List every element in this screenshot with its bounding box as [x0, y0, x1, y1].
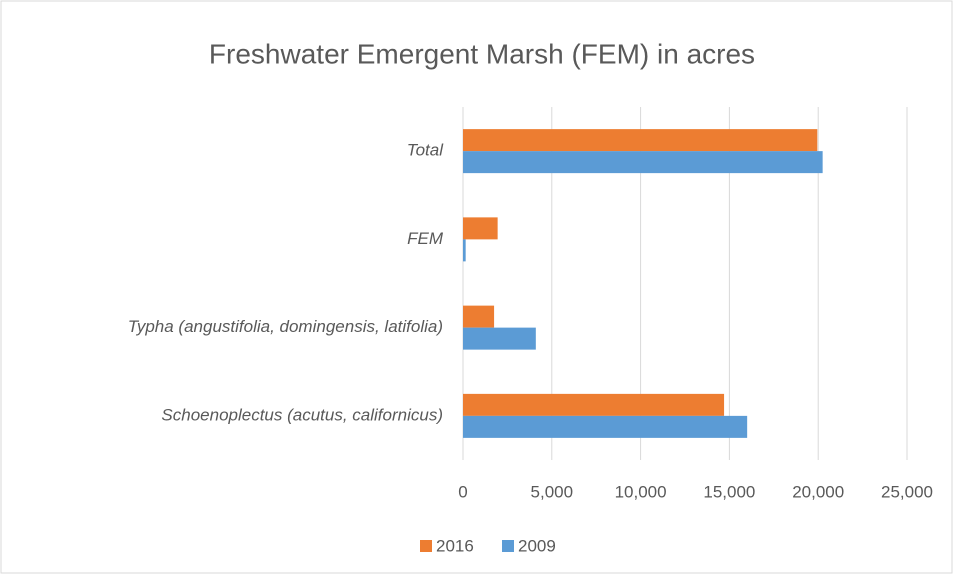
y-tick-label: Typha (angustifolia, domingensis, latifo…	[128, 317, 443, 336]
bar	[463, 151, 823, 174]
legend-swatch	[502, 540, 514, 552]
bar	[463, 239, 466, 262]
y-tick-label: Total	[407, 141, 444, 160]
legend-swatch	[420, 540, 432, 552]
x-tick-label: 0	[458, 482, 467, 501]
chart-title: Freshwater Emergent Marsh (FEM) in acres	[209, 38, 755, 69]
bar	[463, 129, 818, 152]
x-tick-label: 25,000	[881, 482, 933, 501]
bar	[463, 393, 725, 416]
x-tick-label: 5,000	[531, 482, 574, 501]
legend-label: 2009	[518, 536, 556, 555]
y-tick-label: FEM	[407, 229, 444, 248]
y-tick-label: Schoenoplectus (acutus, californicus)	[161, 405, 443, 424]
x-tick-label: 10,000	[615, 482, 667, 501]
x-tick-label: 20,000	[792, 482, 844, 501]
bar	[463, 305, 495, 328]
bar	[463, 217, 498, 240]
bar	[463, 327, 536, 350]
bar	[463, 415, 748, 438]
legend-label: 2016	[436, 536, 474, 555]
x-tick-label: 15,000	[703, 482, 755, 501]
